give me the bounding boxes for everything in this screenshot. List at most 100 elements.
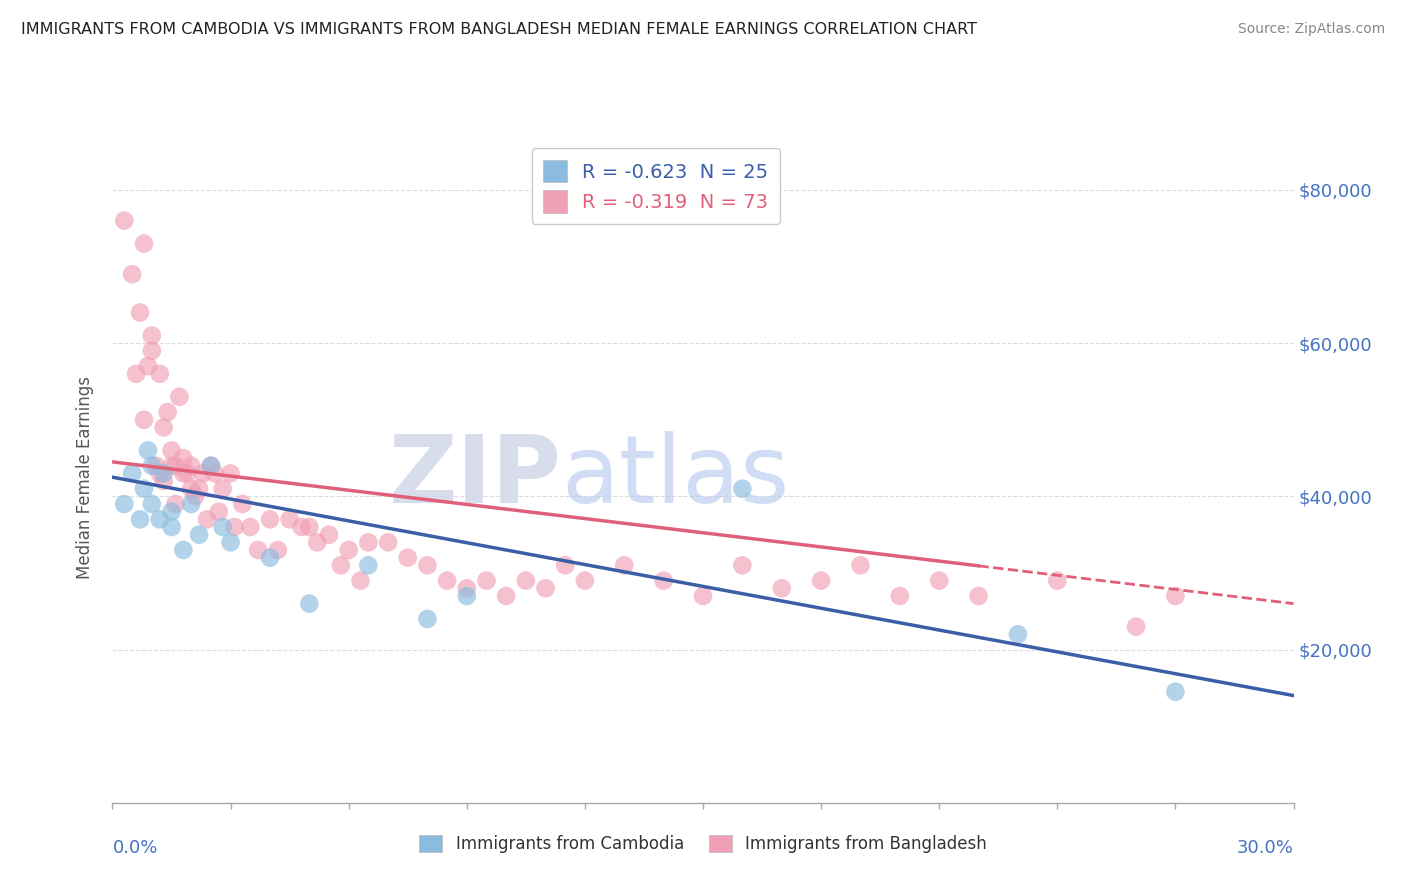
Point	[574, 574, 596, 588]
Text: IMMIGRANTS FROM CAMBODIA VS IMMIGRANTS FROM BANGLADESH MEDIAN FEMALE EARNINGS CO: IMMIGRANTS FROM CAMBODIA VS IMMIGRANTS F…	[21, 22, 977, 37]
Point	[132, 482, 155, 496]
Point	[152, 420, 174, 434]
Point	[180, 497, 202, 511]
Point	[160, 520, 183, 534]
Point	[267, 543, 290, 558]
Point	[200, 458, 222, 473]
Point	[129, 512, 152, 526]
Point	[247, 543, 270, 558]
Point	[416, 558, 439, 573]
Point	[152, 467, 174, 481]
Point	[125, 367, 148, 381]
Point	[259, 512, 281, 526]
Point	[1125, 619, 1147, 633]
Point	[534, 582, 557, 596]
Point	[149, 367, 172, 381]
Point	[195, 512, 218, 526]
Point	[928, 574, 950, 588]
Point	[141, 497, 163, 511]
Point	[160, 443, 183, 458]
Point	[132, 236, 155, 251]
Point	[149, 512, 172, 526]
Point	[156, 405, 179, 419]
Point	[204, 467, 226, 481]
Point	[307, 535, 329, 549]
Point	[613, 558, 636, 573]
Point	[290, 520, 312, 534]
Point	[692, 589, 714, 603]
Point	[416, 612, 439, 626]
Point	[184, 489, 207, 503]
Point	[377, 535, 399, 549]
Point	[329, 558, 352, 573]
Point	[475, 574, 498, 588]
Point	[172, 543, 194, 558]
Point	[112, 497, 135, 511]
Point	[396, 550, 419, 565]
Point	[145, 458, 167, 473]
Text: 30.0%: 30.0%	[1237, 838, 1294, 856]
Point	[1046, 574, 1069, 588]
Point	[176, 467, 198, 481]
Point	[436, 574, 458, 588]
Point	[208, 505, 231, 519]
Text: 0.0%: 0.0%	[112, 838, 157, 856]
Point	[132, 413, 155, 427]
Point	[1007, 627, 1029, 641]
Point	[731, 558, 754, 573]
Point	[1164, 684, 1187, 698]
Point	[141, 458, 163, 473]
Point	[967, 589, 990, 603]
Text: Source: ZipAtlas.com: Source: ZipAtlas.com	[1237, 22, 1385, 37]
Point	[180, 482, 202, 496]
Point	[141, 328, 163, 343]
Point	[1164, 589, 1187, 603]
Point	[188, 527, 211, 541]
Point	[141, 343, 163, 358]
Point	[652, 574, 675, 588]
Point	[200, 458, 222, 473]
Point	[357, 535, 380, 549]
Point	[211, 520, 233, 534]
Text: atlas: atlas	[561, 431, 790, 524]
Point	[136, 443, 159, 458]
Point	[211, 482, 233, 496]
Point	[191, 467, 214, 481]
Point	[456, 582, 478, 596]
Point	[149, 467, 172, 481]
Point	[349, 574, 371, 588]
Point	[219, 535, 242, 549]
Point	[889, 589, 911, 603]
Text: ZIP: ZIP	[388, 431, 561, 524]
Point	[160, 505, 183, 519]
Point	[810, 574, 832, 588]
Point	[121, 467, 143, 481]
Point	[112, 213, 135, 227]
Point	[239, 520, 262, 534]
Point	[318, 527, 340, 541]
Y-axis label: Median Female Earnings: Median Female Earnings	[76, 376, 94, 579]
Point	[165, 497, 187, 511]
Point	[169, 390, 191, 404]
Point	[152, 474, 174, 488]
Point	[298, 597, 321, 611]
Point	[278, 512, 301, 526]
Point	[515, 574, 537, 588]
Point	[554, 558, 576, 573]
Point	[495, 589, 517, 603]
Point	[172, 451, 194, 466]
Point	[357, 558, 380, 573]
Point	[121, 267, 143, 281]
Point	[231, 497, 253, 511]
Point	[129, 305, 152, 319]
Point	[136, 359, 159, 373]
Point	[224, 520, 246, 534]
Point	[180, 458, 202, 473]
Point	[456, 589, 478, 603]
Point	[337, 543, 360, 558]
Point	[770, 582, 793, 596]
Point	[160, 458, 183, 473]
Legend: Immigrants from Cambodia, Immigrants from Bangladesh: Immigrants from Cambodia, Immigrants fro…	[412, 828, 994, 860]
Point	[298, 520, 321, 534]
Point	[849, 558, 872, 573]
